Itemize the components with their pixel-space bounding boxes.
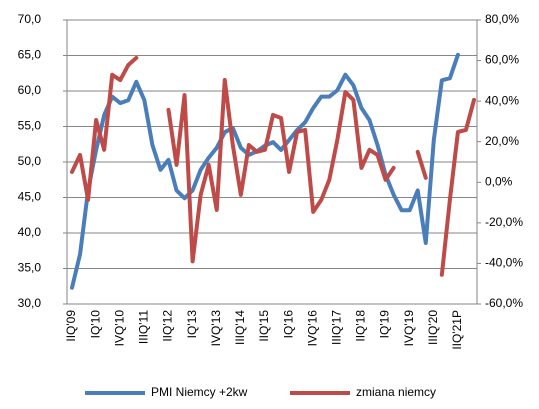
legend-label: PMI Niemcy +2kw [151,385,248,399]
x-tick-label: IVQ'16 [305,310,319,347]
x-tick-label: IQ'16 [281,310,295,339]
series-line [70,55,476,277]
y-tick-label: 30,0 [18,296,42,310]
x-tick-label: IIQ'21P [450,310,464,350]
y2-tick-label: -60,0% [485,296,523,310]
y-tick-label: 65,0 [18,48,42,62]
y-tick-label: 35,0 [18,261,42,275]
x-tick-label: IIQ'18 [354,310,368,342]
x-tick-label: IQ'13 [185,310,199,339]
x-tick-label: IVQ'19 [402,310,416,347]
y-tick-label: 70,0 [18,12,42,26]
y2-tick-label: -40,0% [485,256,523,270]
y-tick-label: 40,0 [18,225,42,239]
series-line [70,52,460,290]
y-tick-label: 55,0 [18,119,42,133]
x-tick-label: IIIQ'11 [137,310,151,344]
y2-tick-label: 0,0% [485,174,513,188]
y2-tick-label: 40,0% [485,93,519,107]
y-tick-label: 60,0 [18,83,42,97]
y2-tick-label: 80,0% [485,12,519,26]
legend-label: zmiana niemcy [356,385,436,399]
x-tick-label: IQ'19 [378,310,392,339]
x-tick-label: IIQ'15 [257,310,271,342]
y-tick-label: 50,0 [18,154,42,168]
x-tick-label: IIQ'09 [64,310,78,342]
x-tick-label: IVQ'13 [209,310,223,347]
y2-tick-label: 20,0% [485,134,519,148]
x-tick-label: IVQ'10 [112,310,126,347]
x-tick-label: IQ'10 [88,310,102,339]
x-tick-label: IIQ'12 [161,310,175,342]
x-tick-label: IIIQ'14 [233,310,247,345]
y2-tick-label: -20,0% [485,215,523,229]
y-tick-label: 45,0 [18,190,42,204]
y2-tick-label: 60,0% [485,53,519,67]
x-tick-label: IIIQ'17 [329,310,343,345]
x-tick-label: IIIQ'20 [426,310,440,345]
